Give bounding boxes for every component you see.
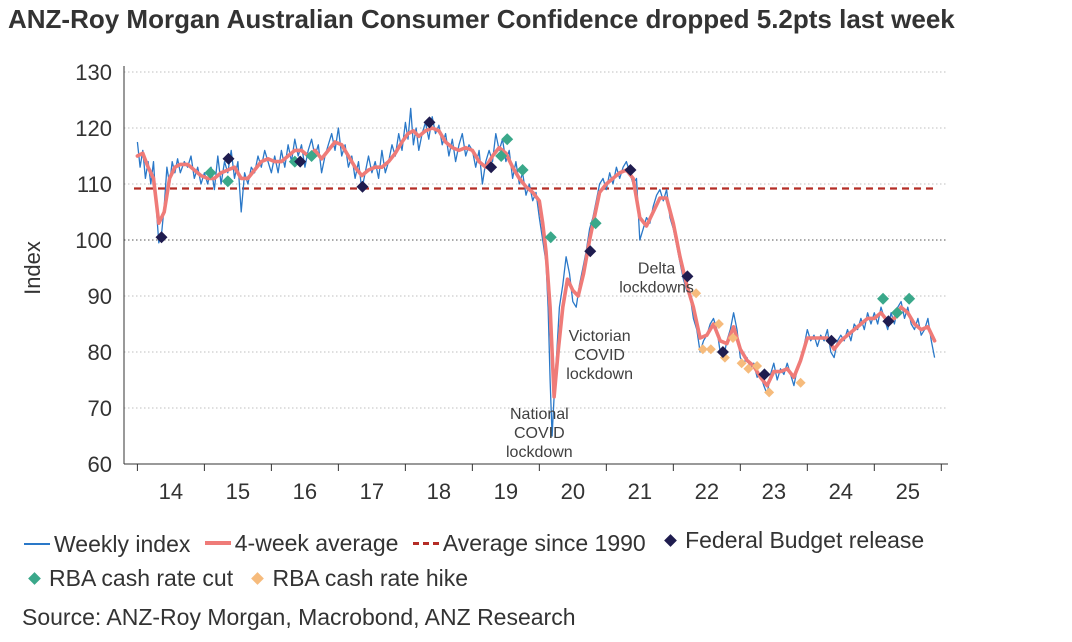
x-tick-label: 22 <box>695 479 719 504</box>
legend-item-weekly-index: Weekly index <box>24 531 190 558</box>
x-tick-label: 21 <box>628 479 652 504</box>
rba-hike-marker <box>727 333 738 343</box>
rba-cut-marker <box>221 175 234 188</box>
legend-item-4-week-average: 4-week average <box>204 529 399 557</box>
rba-cut-marker <box>204 166 217 179</box>
federal-budget-marker <box>423 116 436 129</box>
x-tick-label: 24 <box>829 479 853 504</box>
y-tick-label: 110 <box>77 172 112 197</box>
federal-budget-marker <box>222 152 235 165</box>
rba-cut-marker <box>891 306 904 319</box>
x-tick-label: 19 <box>494 479 518 504</box>
x-tick-label: 16 <box>293 479 317 504</box>
x-tick-label: 20 <box>561 479 585 504</box>
federal-budget-marker <box>825 334 838 347</box>
y-tick-label: 60 <box>88 452 112 477</box>
federal-budget-marker <box>155 231 168 244</box>
rba-cut-marker <box>877 292 890 305</box>
annotation-1: Victorian COVID lockdown <box>566 328 633 383</box>
weekly-index-line <box>136 107 936 437</box>
rba-cut-marker <box>501 133 514 146</box>
four-week-average-line <box>135 126 937 399</box>
federal-budget-marker <box>716 346 729 358</box>
legend-item-average-since-1990: Average since 1990 <box>412 530 646 557</box>
annotation-0: National COVID lockdown <box>506 406 573 461</box>
legend-row-1: Weekly index 4-week average Average sinc… <box>24 524 932 558</box>
legend-swatch-rba-hike <box>251 572 265 585</box>
legend-swatch-4-week-average <box>204 541 231 545</box>
rba-cut-marker <box>544 231 557 244</box>
rba-hike-marker <box>713 319 724 329</box>
rba-hike-marker <box>691 288 702 299</box>
rba-cut-marker <box>903 292 916 305</box>
y-tick-label: 120 <box>75 116 112 141</box>
legend-label-federal-budget: Federal Budget release <box>685 527 925 553</box>
rba-hike-marker <box>697 344 708 355</box>
legend-swatch-average-since-1990 <box>412 542 439 545</box>
federal-budget-marker <box>758 368 771 381</box>
rba-hike-marker <box>743 363 754 374</box>
legend-item-federal-budget: Federal Budget release <box>660 527 924 554</box>
federal-budget-marker <box>294 155 307 168</box>
y-tick-label: 70 <box>88 396 112 421</box>
legend-label-weekly-index: Weekly index <box>54 530 191 557</box>
y-tick-label: 100 <box>75 228 112 253</box>
x-tick-label: 25 <box>896 479 920 504</box>
federal-budget-marker <box>681 270 694 283</box>
source-note: Source: ANZ-Roy Morgan, Macrobond, ANZ R… <box>22 604 576 630</box>
rba-hike-marker <box>764 387 775 398</box>
x-tick-label: 17 <box>360 479 384 504</box>
x-tick-label: 15 <box>226 479 250 504</box>
legend-swatch-federal-budget <box>664 534 677 547</box>
rba-hike-marker <box>705 344 716 355</box>
legend-item-rba-cut: RBA cash rate cut <box>24 565 233 592</box>
legend-label-rba-cut: RBA cash rate cut <box>49 565 234 591</box>
annotation-2: Delta lockdowns <box>619 261 694 297</box>
x-tick-label: 18 <box>427 479 451 504</box>
rba-cut-marker <box>495 150 508 162</box>
legend-label-4-week-average: 4-week average <box>234 529 399 556</box>
federal-budget-marker <box>584 245 597 258</box>
legend-label-rba-hike: RBA cash rate hike <box>272 565 469 591</box>
y-tick-label: 80 <box>88 340 112 365</box>
federal-budget-marker <box>356 180 369 193</box>
rba-cut-marker <box>516 164 529 176</box>
legend-label-average-since-1990: Average since 1990 <box>442 530 646 556</box>
rba-cut-marker <box>305 150 318 162</box>
federal-budget-marker <box>882 315 895 328</box>
federal-budget-marker <box>624 164 637 176</box>
x-tick-label: 23 <box>762 479 786 504</box>
x-tick-label: 14 <box>159 479 183 504</box>
federal-budget-marker <box>485 161 498 174</box>
rba-hike-marker <box>795 377 806 388</box>
legend-swatch-weekly-index <box>24 543 50 545</box>
rba-hike-marker <box>752 361 763 371</box>
y-axis-label: Index <box>20 241 45 295</box>
rba-cut-marker <box>589 217 602 230</box>
line-chart-plot: 60 70 80 90 100 110 120 130 Index 14 15 16 17 18 19 20 2… <box>20 60 948 504</box>
legend-row-2: RBA cash rate cut RBA cash rate hike <box>24 562 476 592</box>
chart-title: ANZ-Roy Morgan Australian Consumer Confi… <box>8 4 955 34</box>
y-tick-label: 130 <box>75 60 112 85</box>
legend-swatch-rba-cut <box>28 572 41 585</box>
legend-item-rba-hike: RBA cash rate hike <box>247 565 468 592</box>
rba-hike-marker <box>736 358 747 369</box>
y-tick-label: 90 <box>88 284 112 309</box>
